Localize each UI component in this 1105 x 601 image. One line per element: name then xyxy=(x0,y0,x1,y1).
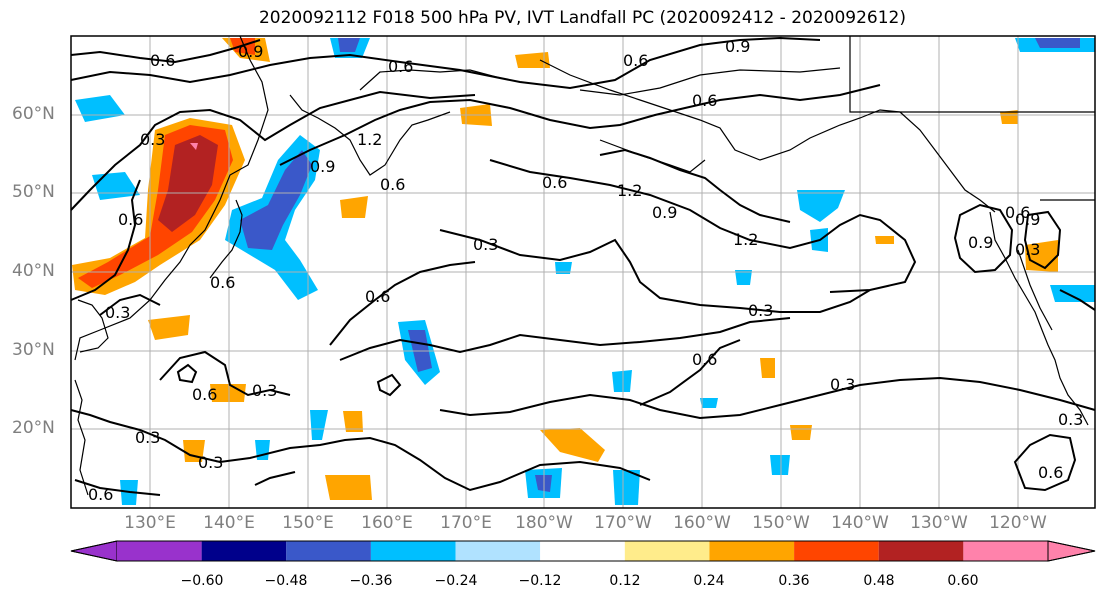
lat-label-50n: 50°N xyxy=(12,182,55,202)
colorbar-segment xyxy=(540,541,625,561)
lon-label: 150°E xyxy=(282,513,334,533)
lat-label-20n: 20°N xyxy=(12,418,55,438)
contour-label: 0.6 xyxy=(150,51,175,70)
contour-label: 0.9 xyxy=(238,42,263,61)
colorbar-segment xyxy=(455,541,541,561)
contour-label: 0.9 xyxy=(652,203,677,222)
contour-label: 0.9 xyxy=(310,157,335,176)
lon-label: 140°E xyxy=(203,513,255,533)
colorbar-tick-label: 0.36 xyxy=(778,573,810,589)
contour-label: 0.3 xyxy=(252,381,277,400)
lat-label-60n: 60°N xyxy=(12,104,55,124)
colorbar-tick-label: −0.36 xyxy=(349,573,393,589)
contour-label: 0.3 xyxy=(473,235,498,254)
contour-label: 0.6 xyxy=(88,485,113,504)
contour-label: 0.6 xyxy=(380,175,405,194)
contour-label: 0.3 xyxy=(140,130,165,149)
lon-label: 130°E xyxy=(124,513,176,533)
contour-label: 0.6 xyxy=(388,57,413,76)
colorbar-segment xyxy=(709,541,795,561)
colorbar-tick-label: −0.24 xyxy=(434,573,478,589)
contour-label: 0.6 xyxy=(1038,463,1063,482)
colorbar-segment xyxy=(201,541,287,561)
colorbar-tick-label: 0.48 xyxy=(863,573,895,589)
contour-label: 0.9 xyxy=(968,233,993,252)
colorbar-tick-label: 0.12 xyxy=(609,573,641,589)
colorbar-segment xyxy=(878,541,964,561)
contour-label: 0.6 xyxy=(692,91,717,110)
map-title: 2020092112 F018 500 hPa PV, IVT Landfall… xyxy=(258,8,906,28)
contour-label-group: 0.9 0.6 0.6 0.9 0.6 0.6 0.3 1.2 0.9 0.6 … xyxy=(88,37,1083,504)
coastlines xyxy=(74,35,1095,496)
lon-label: 180°W xyxy=(515,513,573,533)
colorbar-tick-label: −0.48 xyxy=(264,573,308,589)
lon-label: 170°W xyxy=(594,513,652,533)
pv-anomaly-fill xyxy=(72,38,1095,505)
colorbar-segment xyxy=(286,541,371,561)
lat-label-40n: 40°N xyxy=(12,261,55,281)
lon-label: 160°E xyxy=(361,513,413,533)
lon-label: 160°W xyxy=(673,513,731,533)
contour-label: 0.9 xyxy=(725,37,750,56)
colorbar-tick-label: 0.24 xyxy=(693,573,725,589)
colorbar-segment xyxy=(624,541,710,561)
contour-label: 0.6 xyxy=(192,385,217,404)
colorbar-extend-low xyxy=(70,540,118,562)
contour-label: 0.6 xyxy=(210,273,235,292)
colorbar-segment xyxy=(963,541,1048,561)
pv-contours xyxy=(70,36,1096,496)
contour-label: 0.3 xyxy=(135,428,160,447)
lon-label: 120°W xyxy=(989,513,1047,533)
contour-label: 0.3 xyxy=(1015,240,1040,259)
contour-label: 0.6 xyxy=(623,51,648,70)
lon-label: 150°W xyxy=(752,513,810,533)
contour-label: 0.3 xyxy=(198,453,223,472)
contour-label: 0.6 xyxy=(118,210,143,229)
colorbar-segment xyxy=(794,541,879,561)
colorbar-tick-label: −0.60 xyxy=(180,573,224,589)
colorbar-tick-label: −0.12 xyxy=(518,573,562,589)
contour-label: 0.6 xyxy=(365,287,390,306)
contour-label: 0.3 xyxy=(748,301,773,320)
lat-label-30n: 30°N xyxy=(12,340,55,360)
contour-label: 0.6 xyxy=(1005,203,1030,222)
contour-label: 1.2 xyxy=(617,181,642,200)
contour-label: 0.9 xyxy=(1015,210,1040,229)
contour-label: 0.6 xyxy=(692,350,717,369)
lon-label: 140°W xyxy=(831,513,889,533)
contour-label: 0.6 xyxy=(542,173,567,192)
lon-label: 130°W xyxy=(910,513,968,533)
contour-label: 0.3 xyxy=(105,303,130,322)
contour-label: 0.3 xyxy=(1058,410,1083,429)
graticule xyxy=(71,36,1095,508)
colorbar-outline xyxy=(70,540,1096,562)
colorbar-tick-label: 0.60 xyxy=(947,573,979,589)
lon-label: 170°E xyxy=(440,513,492,533)
colorbar-extend-high xyxy=(1047,540,1096,562)
contour-label: 0.3 xyxy=(830,375,855,394)
colorbar-segment xyxy=(370,541,456,561)
colorbar xyxy=(70,540,1096,562)
contour-label: 1.2 xyxy=(733,230,758,249)
colorbar-segment xyxy=(117,541,202,561)
map-frame xyxy=(70,35,1096,509)
contour-label: 1.2 xyxy=(357,130,382,149)
